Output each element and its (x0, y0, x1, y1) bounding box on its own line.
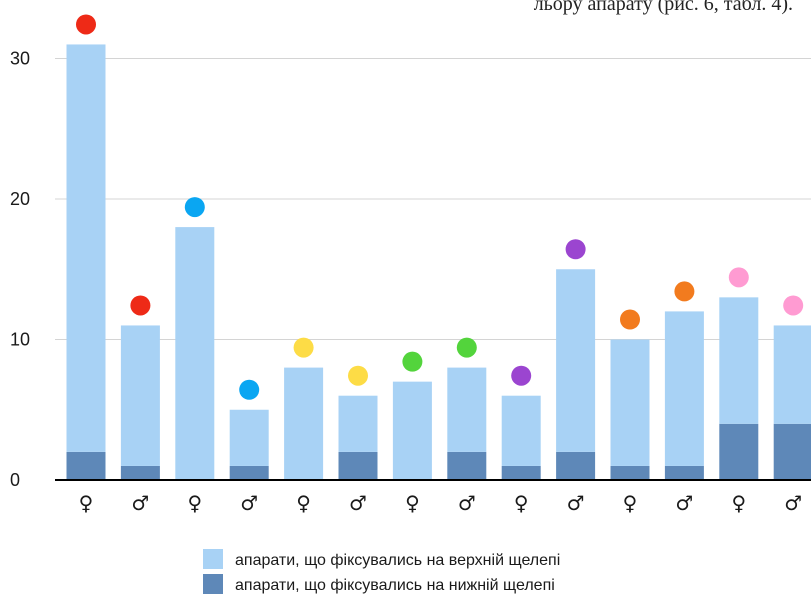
color-marker-dot (674, 281, 695, 302)
bar-segment-lower-jaw (719, 423, 759, 480)
legend-swatch-lower (203, 574, 223, 594)
color-marker-dot (565, 239, 586, 260)
x-category-label: ♀ (79, 491, 94, 515)
bar-segment-lower-jaw (501, 465, 541, 480)
legend-label-lower: апарати, що фіксувались на нижній щелепі (235, 577, 555, 594)
legend: апарати, що фіксувались на верхній щелеп… (203, 549, 560, 594)
bars (66, 44, 811, 480)
bar-segment-upper-jaw (392, 381, 432, 480)
color-marker-dot (130, 295, 151, 316)
color-marker-dot (783, 295, 804, 316)
bar-segment-lower-jaw (66, 451, 106, 480)
bar-segment-upper-jaw (556, 269, 596, 452)
color-marker-dot (76, 14, 96, 35)
bar-segment-lower-jaw (447, 451, 487, 480)
bar-segment-upper-jaw (284, 367, 324, 480)
bar-segment-upper-jaw (664, 311, 704, 466)
y-tick-label: 0 (10, 470, 20, 490)
x-category-label: ♀ (731, 491, 746, 515)
bar-segment-upper-jaw (773, 325, 811, 424)
color-marker-dot (402, 351, 423, 372)
color-marker-dot (239, 379, 260, 400)
color-marker-dot (511, 365, 532, 386)
bar-segment-upper-jaw (610, 339, 650, 466)
bar-segment-upper-jaw (501, 395, 541, 466)
x-category-label: ♂ (675, 491, 693, 515)
y-tick-label: 20 (10, 189, 30, 209)
x-category-label: ♀ (405, 491, 420, 515)
bar-segment-upper-jaw (175, 227, 215, 480)
x-category-label: ♂ (458, 491, 476, 515)
bar-segment-lower-jaw (229, 465, 269, 480)
caption-fragment: льору апарату (рис. 6, табл. 4). (534, 0, 793, 15)
color-marker-dot (728, 267, 749, 288)
y-tick-label: 30 (10, 49, 30, 69)
gridlines (55, 58, 811, 340)
color-markers (76, 14, 804, 400)
legend-label-upper: апарати, що фіксувались на верхній щелеп… (235, 552, 560, 569)
color-marker-dot (456, 337, 477, 358)
x-category-label: ♀ (296, 491, 311, 515)
bar-segment-lower-jaw (556, 451, 596, 480)
legend-swatch-upper (203, 549, 223, 569)
bar-segment-upper-jaw (66, 44, 106, 452)
color-marker-dot (348, 365, 368, 386)
bar-segment-lower-jaw (610, 465, 650, 480)
x-axis: ♀ ♂ ♀ ♂ ♀ ♂ ♀ ♂ ♀ ♂ ♀ ♂ ♀ ♂ (55, 479, 811, 515)
x-category-label: ♂ (240, 491, 258, 515)
bar-segment-upper-jaw (719, 297, 759, 424)
x-category-label: ♀ (187, 491, 202, 515)
bar-segment-lower-jaw (338, 451, 378, 480)
bar-segment-lower-jaw (120, 465, 160, 480)
color-marker-dot (184, 197, 205, 218)
bar-segment-upper-jaw (120, 325, 160, 466)
x-category-label: ♂ (784, 491, 802, 515)
y-tick-label: 10 (10, 330, 30, 350)
bar-segment-upper-jaw (229, 409, 269, 466)
bar-segment-upper-jaw (447, 367, 487, 452)
bar-segment-lower-jaw (664, 465, 704, 480)
x-category-label: ♀ (514, 491, 529, 515)
color-marker-dot (293, 337, 314, 358)
bar-segment-lower-jaw (773, 423, 811, 480)
y-axis: 0 10 20 30 (10, 49, 30, 491)
x-category-label: ♂ (131, 491, 149, 515)
x-category-label: ♂ (567, 491, 585, 515)
color-marker-dot (620, 309, 640, 330)
x-category-label: ♀ (623, 491, 638, 515)
x-category-label: ♂ (349, 491, 367, 515)
bar-segment-upper-jaw (338, 395, 378, 452)
